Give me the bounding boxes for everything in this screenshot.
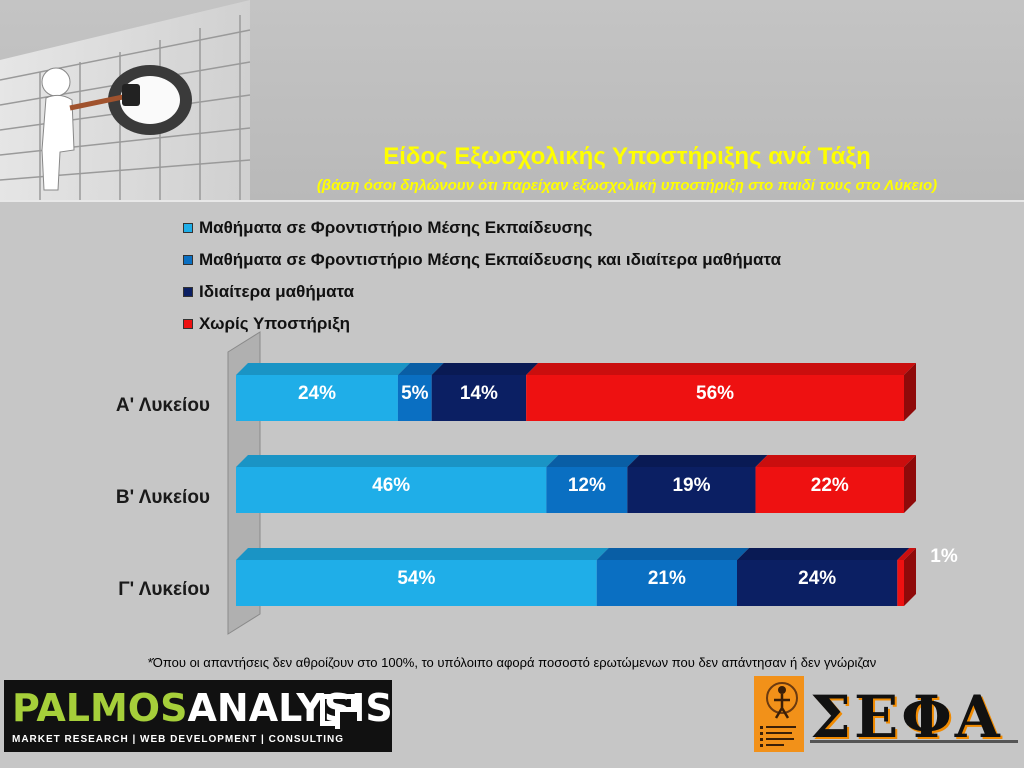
bar-end-face — [904, 363, 916, 421]
legend-swatch-tutoring-and-private — [183, 255, 193, 265]
legend-item-tutoring: Μαθήματα σε Φροντιστήριο Μέσης Εκπαίδευσ… — [183, 212, 781, 244]
data-label: 24% — [298, 383, 336, 404]
footnote: *Όπου οι απαντήσεις δεν αθροίζουν στο 10… — [147, 655, 877, 670]
bar-segment — [897, 560, 904, 606]
data-label: 56% — [696, 383, 734, 404]
bars-layer: 24% 5% 14% 56% 46% 12% 19% 22% 54% 21% 24% 1% — [236, 363, 958, 606]
category-label-c-lykeiou: Γ' Λυκείου — [118, 579, 210, 600]
legend-label-no-support: Χωρίς Υποστήριξη — [199, 314, 351, 333]
data-label: 24% — [798, 568, 836, 589]
bar-top-face — [546, 455, 640, 467]
bar-top-face — [236, 455, 559, 467]
bar-top-face — [431, 363, 539, 375]
bar-segment — [236, 467, 547, 513]
bar-segment — [737, 560, 898, 606]
data-label: 1% — [930, 546, 958, 567]
data-label: 22% — [811, 475, 849, 496]
bar-top-face — [397, 363, 444, 375]
bar-segment — [236, 560, 597, 606]
legend-swatch-tutoring — [183, 223, 193, 233]
bar-segment — [526, 375, 904, 421]
legend-swatch-no-support — [183, 319, 193, 329]
legend-label-tutoring: Μαθήματα σε Φροντιστήριο Μέσης Εκπαίδευσ… — [199, 218, 593, 237]
data-label: 12% — [568, 475, 606, 496]
palmos-logo-part2: ANALYSIS — [187, 686, 393, 730]
bar-segment — [627, 467, 756, 513]
bar-segment — [546, 467, 628, 513]
bar-top-face — [596, 548, 749, 560]
legend-swatch-private-lessons — [183, 287, 193, 297]
legend-label-tutoring-and-private: Μαθήματα σε Φροντιστήριο Μέσης Εκπαίδευσ… — [199, 250, 782, 269]
bar-end-face — [904, 455, 916, 513]
data-label: 14% — [460, 383, 498, 404]
bar-top-face — [897, 548, 916, 560]
bar-top-face — [737, 548, 910, 560]
emblem-figure-icon — [760, 682, 798, 747]
legend-item-tutoring-and-private: Μαθήματα σε Φροντιστήριο Μέσης Εκπαίδευσ… — [183, 244, 781, 276]
chart-legend: Μαθήματα σε Φροντιστήριο Μέσης Εκπαίδευσ… — [183, 212, 781, 340]
palmos-logo-text: PALMOSANALYSIS — [12, 684, 393, 732]
association-emblem-logo — [754, 676, 804, 752]
bar-segment — [397, 375, 432, 421]
sefa-logo: ΣΕΦΑ — [810, 683, 1003, 751]
bar-segment — [431, 375, 527, 421]
bar-top-face — [236, 548, 609, 560]
legend-item-no-support: Χωρίς Υποστήριξη — [183, 308, 781, 340]
palmos-logo-part1: PALMOS — [12, 686, 188, 730]
legend-item-private-lessons: Ιδιαίτερα μαθήματα — [183, 276, 781, 308]
bar-top-face — [755, 455, 916, 467]
palmos-logo-mark — [320, 694, 357, 729]
palmos-analysis-logo: PALMOSANALYSIS MARKET RESEARCH | WEB DEV… — [4, 680, 393, 752]
chart-title: Είδος Εξωσχολικής Υποστήριξης ανά Τάξη — [383, 143, 871, 170]
bar-segment — [755, 467, 904, 513]
data-label: 19% — [672, 475, 710, 496]
data-label: 46% — [372, 475, 410, 496]
category-label-b-lykeiou: Β' Λυκείου — [115, 487, 210, 508]
brick-wall-illustration — [0, 0, 251, 200]
palmos-tagline: MARKET RESEARCH | WEB DEVELOPMENT | CONS… — [12, 734, 344, 745]
header-banner: Είδος Εξωσχολικής Υποστήριξης ανά Τάξη (… — [0, 0, 1024, 202]
bar-top-face — [627, 455, 768, 467]
chart-subtitle: (βάση όσοι δηλώνουν ότι παρείχαν εξωσχολ… — [316, 177, 938, 194]
bar-end-face — [904, 548, 916, 606]
category-label-a-lykeiou: Α' Λυκείου — [115, 395, 210, 416]
data-label: 5% — [401, 383, 429, 404]
bar-segment — [236, 375, 398, 421]
sefa-logo-underline — [810, 740, 1018, 743]
legend-label-private-lessons: Ιδιαίτερα μαθήματα — [199, 282, 355, 301]
bar-segment — [596, 560, 737, 606]
bar-top-face — [526, 363, 916, 375]
bar-top-face — [236, 363, 410, 375]
data-label: 54% — [397, 568, 435, 589]
data-label: 21% — [648, 568, 686, 589]
